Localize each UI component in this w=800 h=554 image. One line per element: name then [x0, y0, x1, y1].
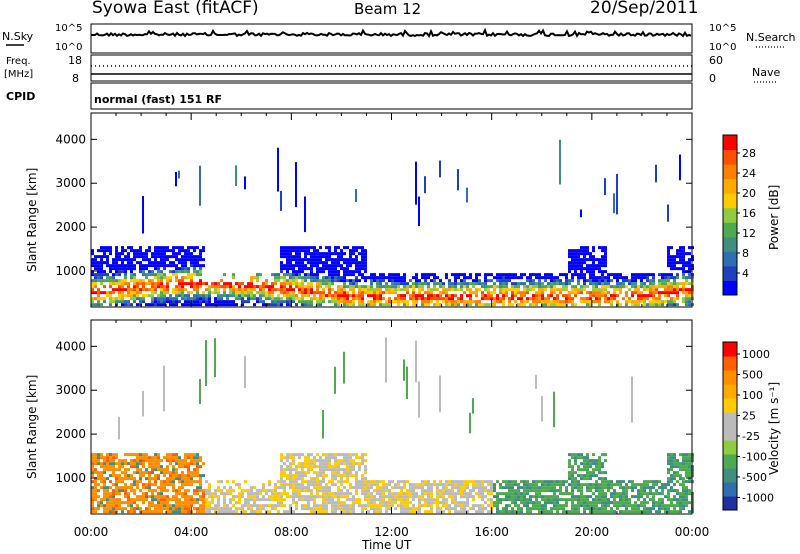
- nsearch-label: N.Search: [746, 31, 796, 44]
- nave-bottom-tick: 0: [709, 72, 716, 85]
- colorbar-swatch: [723, 178, 737, 194]
- colorbar-swatch: [723, 370, 737, 385]
- y-tick-label: 3000: [55, 383, 86, 397]
- power-colorbar-label: Power [dB]: [767, 185, 781, 250]
- freq-label: Freq.: [6, 56, 31, 67]
- colorbar-tick-label: -25: [742, 430, 760, 443]
- colorbar-tick-label: 8: [742, 247, 749, 260]
- colorbar-swatch: [723, 482, 737, 497]
- power-panel: 1000 2000 3000 4000 Slant Range [km] 4 8 12 16…: [25, 112, 781, 308]
- velocity-colorbar-label: Velocity [m s⁻¹]: [767, 382, 781, 475]
- colorbar-swatch: [723, 265, 737, 281]
- nsky-bottom-tick: 10^0: [55, 42, 82, 53]
- nsearch-top-tick: 10^5: [709, 23, 736, 34]
- x-tick-label: 00:00: [74, 525, 109, 539]
- nsky-trace: [90, 27, 692, 38]
- colorbar-swatch: [723, 356, 737, 371]
- x-tick-label: 12:00: [374, 525, 409, 539]
- freq-unit-label: [MHz]: [4, 69, 33, 80]
- nave-top-tick: 60: [709, 54, 723, 67]
- power-colorbar: 4 8 12 16 20 24 28: [722, 134, 756, 296]
- colorbar-swatch: [723, 193, 737, 209]
- velocity-colorbar: 1000 500 100 25 -25 -100 -500 -1000: [722, 341, 774, 511]
- beam-title: Beam 12: [354, 0, 421, 18]
- colorbar-swatch: [723, 280, 737, 296]
- colorbar-swatch: [723, 164, 737, 180]
- velocity-data-cells: [91, 337, 694, 514]
- colorbar-swatch: [723, 135, 737, 151]
- power-data-cells: [91, 139, 694, 307]
- colorbar-tick-label: 100: [742, 389, 763, 402]
- colorbar-swatch: [723, 342, 737, 357]
- velocity-ylabel: Slant Range [km]: [25, 375, 39, 479]
- y-tick-label: 1000: [55, 471, 86, 485]
- colorbar-tick-label: 500: [742, 368, 763, 381]
- colorbar-swatch: [723, 222, 737, 238]
- colorbar-swatch: [723, 384, 737, 399]
- y-tick-label: 2000: [55, 427, 86, 441]
- power-axes: 1000 2000 3000 4000: [55, 113, 693, 307]
- x-tick-label: 00:00: [675, 525, 710, 539]
- freq-top-tick: 18: [68, 54, 82, 67]
- colorbar-tick-label: -1000: [742, 491, 774, 504]
- y-tick-label: 1000: [55, 264, 86, 278]
- velocity-axes: 1000 2000 3000 4000: [55, 320, 693, 514]
- colorbar-swatch: [723, 454, 737, 469]
- colorbar-swatch: [723, 149, 737, 165]
- nsky-panel: N.Sky 10^5 10^0 N.Search 10^5 10^0: [2, 23, 796, 54]
- colorbar-swatch: [723, 468, 737, 483]
- colorbar-swatch: [723, 251, 737, 267]
- y-tick-label: 4000: [55, 132, 86, 146]
- colorbar-tick-label: -500: [742, 471, 767, 484]
- colorbar-tick-label: 20: [742, 187, 756, 200]
- y-tick-label: 4000: [55, 339, 86, 353]
- time-axis-label: Time UT: [361, 538, 412, 552]
- colorbar-swatch: [723, 398, 737, 413]
- y-tick-label: 3000: [55, 176, 86, 190]
- x-tick-label: 20:00: [575, 525, 610, 539]
- cpid-value: normal (fast) 151 RF: [94, 93, 222, 106]
- nave-label: Nave: [752, 66, 780, 79]
- colorbar-swatch: [723, 236, 737, 252]
- colorbar-swatch: [723, 412, 737, 427]
- colorbar-swatch: [723, 440, 737, 455]
- power-ylabel: Slant Range [km]: [25, 168, 39, 272]
- x-tick-label: 04:00: [174, 525, 209, 539]
- colorbar-tick-label: 4: [742, 267, 749, 280]
- nsearch-bottom-tick: 10^0: [709, 42, 736, 53]
- colorbar-tick-label: 25: [742, 409, 756, 422]
- x-tick-label: 08:00: [274, 525, 309, 539]
- station-title: Syowa East (fitACF): [92, 0, 259, 18]
- freq-panel: Freq. [MHz] 18 8 Nave 60 0: [4, 54, 780, 85]
- colorbar-tick-label: 1000: [742, 348, 770, 361]
- time-axis-ticks: 00:00 04:00 08:00 12:00 16:00 20:00 00:00: [74, 525, 710, 539]
- nsky-top-tick: 10^5: [55, 23, 82, 34]
- colorbar-tick-label: 28: [742, 147, 756, 160]
- cpid-panel: CPID normal (fast) 151 RF: [6, 82, 693, 110]
- colorbar-tick-label: -100: [742, 450, 767, 463]
- colorbar-swatch: [723, 426, 737, 441]
- colorbar-swatch: [723, 207, 737, 223]
- date-title: 20/Sep/2011: [590, 0, 698, 18]
- nsky-label: N.Sky: [2, 30, 34, 43]
- cpid-label: CPID: [6, 90, 35, 103]
- colorbar-tick-label: 16: [742, 207, 756, 220]
- colorbar-swatch: [723, 496, 737, 511]
- x-tick-label: 16:00: [474, 525, 509, 539]
- freq-bottom-tick: 8: [72, 72, 79, 85]
- colorbar-tick-label: 24: [742, 167, 756, 180]
- velocity-panel: 1000 2000 3000 4000 Slant Range [km] 1000 50…: [25, 319, 781, 515]
- y-tick-label: 2000: [55, 220, 86, 234]
- colorbar-tick-label: 12: [742, 227, 756, 240]
